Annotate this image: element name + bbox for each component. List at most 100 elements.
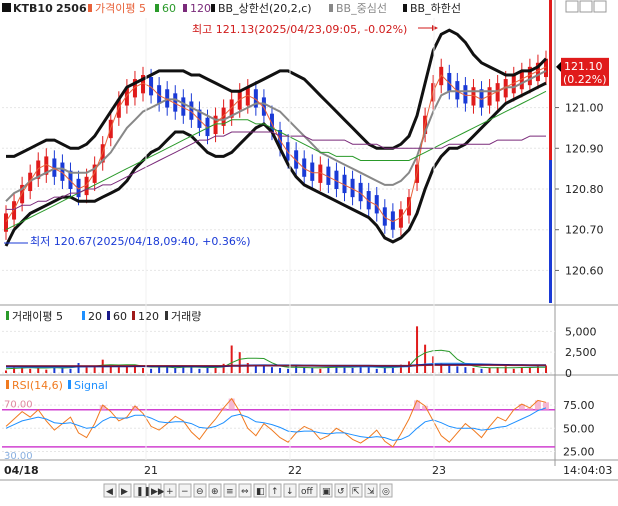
volume-bar: [528, 368, 531, 373]
volume-bar: [109, 365, 112, 373]
volume-bar: [327, 367, 330, 373]
volume-bar: [246, 363, 249, 373]
legend-label: BB_중심선: [336, 2, 387, 15]
legend-label: BB_하한선: [410, 1, 461, 15]
volume-legend-swatch: [6, 311, 9, 320]
volume-bar: [295, 366, 298, 373]
toolbar-button-label[interactable]: off: [301, 487, 314, 497]
toolbar-button[interactable]: [208, 483, 222, 498]
toolbar-button-label[interactable]: ⇔: [241, 487, 249, 497]
candle-body: [253, 89, 258, 108]
low-annotation: 최저 120.67(2025/04/18,09:40, +0.36%): [30, 235, 251, 248]
toolbar-button[interactable]: [238, 483, 252, 498]
toolbar-button-label[interactable]: ↑: [271, 487, 279, 497]
toolbar-button[interactable]: [379, 483, 393, 498]
rsi-overbought-fill: [534, 400, 541, 410]
toolbar-button[interactable]: [268, 483, 282, 498]
volume-bar: [93, 365, 96, 373]
legend-swatch: [88, 4, 92, 12]
volume-bar: [311, 368, 314, 373]
rsi-overbought-fill: [414, 400, 421, 410]
candle-body: [495, 83, 500, 102]
toolbar-button-label[interactable]: ◧: [256, 487, 265, 497]
volume-legend-swatch: [107, 311, 110, 320]
price-tag-value: 121.10: [564, 60, 603, 73]
candle-body: [76, 178, 81, 198]
volume-bar: [480, 368, 483, 373]
rsi-line-RSI(14,6): [5, 397, 547, 448]
down-range-bar: [549, 160, 552, 303]
candle-body: [286, 142, 291, 161]
toolbar-button-label[interactable]: ↺: [337, 487, 345, 497]
volume-bar: [230, 345, 233, 373]
layout-icon[interactable]: [593, 0, 607, 13]
toolbar-button[interactable]: [334, 483, 348, 498]
toolbar-button[interactable]: [283, 483, 297, 498]
toolbar-button-label[interactable]: ▶: [121, 487, 128, 497]
volume-legend-swatch: [132, 311, 135, 320]
toolbar-button[interactable]: [298, 483, 318, 498]
volume-bar: [198, 368, 201, 373]
toolbar-button-label[interactable]: ◎: [382, 487, 390, 497]
toolbar-button[interactable]: [349, 483, 363, 498]
toolbar-button[interactable]: [118, 483, 132, 498]
candle-body: [390, 211, 395, 230]
candle-body: [132, 79, 137, 98]
toolbar-button[interactable]: [364, 483, 378, 498]
volume-bar: [279, 368, 282, 373]
toolbar-button-label[interactable]: ⇱: [352, 487, 360, 497]
candle-body: [189, 101, 194, 120]
volume-bar: [416, 326, 419, 373]
toolbar-button[interactable]: [319, 483, 333, 498]
volume-bar: [262, 365, 265, 373]
toolbar-button-label[interactable]: ⊖: [196, 487, 204, 497]
toolbar-button-label[interactable]: ≡: [226, 487, 234, 497]
toolbar-button[interactable]: [148, 483, 162, 498]
volume-tick-label: 0: [565, 367, 572, 380]
symbol-marker: [2, 3, 11, 12]
volume-bar: [206, 368, 209, 373]
symbol: KTB10: [13, 2, 53, 15]
toolbar-button-label[interactable]: ⇲: [367, 487, 375, 497]
candle-body: [544, 58, 548, 78]
toolbar-button-label[interactable]: ◀: [106, 487, 113, 497]
toolbar-button-label[interactable]: ❚❚: [136, 487, 151, 497]
volume-bar: [440, 363, 443, 373]
candle-body: [342, 174, 347, 194]
candle-body: [519, 70, 524, 90]
volume-bar: [37, 368, 40, 373]
candle-body: [12, 201, 17, 220]
volume-bar: [61, 368, 64, 373]
flag-icon[interactable]: [579, 0, 593, 13]
volume-bar: [343, 366, 346, 373]
toolbar-button[interactable]: [253, 483, 267, 498]
y-tick-label: 120.80: [565, 183, 604, 196]
toolbar-button-label[interactable]: +: [166, 487, 174, 497]
series-line-60: [5, 90, 547, 231]
toolbar-button[interactable]: [163, 483, 177, 498]
series-line-120: [6, 131, 546, 210]
volume-bar: [545, 365, 547, 373]
toolbar-button[interactable]: [103, 483, 117, 498]
toolbar-button-label[interactable]: ↓: [286, 487, 294, 497]
price-tag-box: [561, 57, 609, 86]
toolbar-button-label[interactable]: ⊕: [211, 487, 219, 497]
toolbar-button[interactable]: [133, 483, 147, 498]
rsi-overbought-fill: [228, 398, 235, 410]
volume-bar: [270, 367, 273, 373]
volume-bar: [125, 366, 128, 373]
toolbar-button[interactable]: [193, 483, 207, 498]
toolbar-button-label[interactable]: −: [181, 487, 189, 497]
toolbar-button-label[interactable]: ▣: [322, 487, 331, 497]
rsi-tick-label: 25.00: [563, 446, 595, 459]
toolbar-button[interactable]: [178, 483, 192, 498]
x-tick-label: 23: [432, 464, 446, 477]
candle-body: [197, 109, 202, 128]
volume-bar: [182, 365, 185, 373]
toolbar-button-label[interactable]: ▶▶: [151, 487, 165, 497]
toolbar-button[interactable]: [223, 483, 237, 498]
x-tick-label: 22: [288, 464, 302, 477]
settings-icon[interactable]: [565, 0, 579, 13]
volume-bar: [472, 368, 475, 373]
